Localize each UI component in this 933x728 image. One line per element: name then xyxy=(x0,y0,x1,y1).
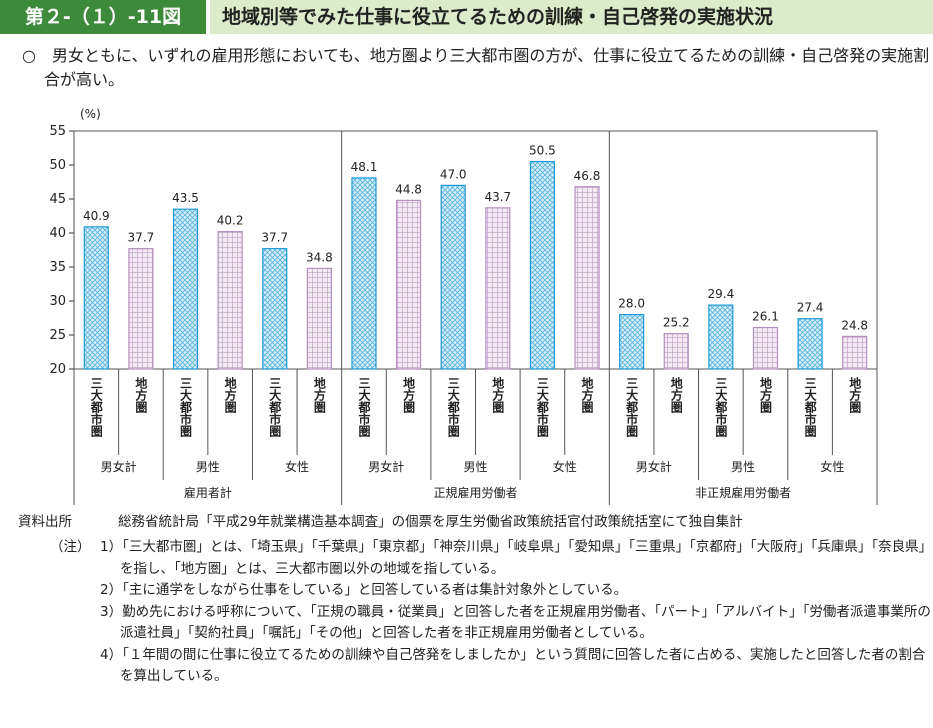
x-tick-label: 三大都市圏 xyxy=(535,377,549,438)
y-tick-label: 30 xyxy=(49,294,66,309)
y-tick-label: 40 xyxy=(49,226,66,241)
x-tick-label: 地方圏 xyxy=(580,376,594,414)
value-label: 43.7 xyxy=(484,190,511,204)
value-label: 28.0 xyxy=(618,297,645,311)
value-label: 25.2 xyxy=(663,316,690,330)
x-tick-label: 地方圏 xyxy=(669,376,683,414)
value-label: 24.8 xyxy=(841,318,868,332)
value-label: 40.2 xyxy=(217,214,244,228)
x-tick-label: 地方圏 xyxy=(223,376,237,414)
note-items: 1）「三大都市圏」とは、「埼玉県」「千葉県」「東京都」「神奈川県」「岐阜県」「愛… xyxy=(0,537,932,688)
bar xyxy=(842,335,868,370)
figure-number: 第２-（１）-11図 xyxy=(0,0,206,34)
y-tick-label: 20 xyxy=(49,362,66,377)
value-label: 50.5 xyxy=(529,144,556,158)
bar xyxy=(485,207,511,370)
x-tick-label: 三大都市圏 xyxy=(357,377,371,438)
bar xyxy=(395,199,422,370)
y-unit: (%) xyxy=(80,107,101,121)
bar xyxy=(351,177,377,370)
chart: (%) 20 25 30 35 40 45 50 55 40.9 三大都市圏 37.7 地方圏 43.5… xyxy=(49,107,878,505)
bar xyxy=(574,186,600,370)
note-item: 4）「１年間の間に仕事に役立てるための訓練や自己啓発をしましたか」という質問に回… xyxy=(100,646,926,685)
subgroup-label: 男性 xyxy=(463,460,487,474)
x-tick-label: 三大都市圏 xyxy=(625,377,639,438)
bar xyxy=(83,226,109,370)
y-tick-label: 25 xyxy=(49,328,66,343)
bar xyxy=(217,231,243,370)
group-label: 非正規雇用労働者 xyxy=(695,485,791,500)
x-tick-label: 地方圏 xyxy=(134,376,148,414)
value-label: 40.9 xyxy=(83,209,110,223)
x-tick-label: 地方圏 xyxy=(402,376,416,414)
bar xyxy=(262,248,288,370)
subtitle: ○ 男女ともに、いずれの雇用形態においても、地方圏より三大都市圏の方が、仕事に役… xyxy=(22,46,930,89)
subgroup-label: 男女計 xyxy=(368,459,404,474)
x-tick-label: 三大都市圏 xyxy=(268,377,282,438)
value-label: 37.7 xyxy=(128,231,155,245)
bar xyxy=(306,267,332,370)
value-label: 48.1 xyxy=(351,160,378,174)
value-label: 37.7 xyxy=(261,231,288,245)
source-text: 総務省統計局「平成29年就業構造基本調査」の個票を厚生労働省政策統括官付政策統括… xyxy=(118,514,743,530)
x-tick-label: 地方圏 xyxy=(758,376,772,414)
x-tick-label: 地方圏 xyxy=(848,376,862,414)
note-item: 2）「主に通学をしながら仕事をしている」と回答している者は集計対象外としている。 xyxy=(100,582,628,598)
x-tick-label: 三大都市圏 xyxy=(446,377,460,438)
value-label: 47.0 xyxy=(440,167,467,181)
bar xyxy=(619,314,645,370)
value-label: 46.8 xyxy=(574,169,601,183)
bar xyxy=(663,333,689,370)
note-item: 1）「三大都市圏」とは、「埼玉県」「千葉県」「東京都」「神奈川県」「岐阜県」「愛… xyxy=(100,539,926,577)
subgroup-label: 女性 xyxy=(285,459,309,474)
bar xyxy=(172,208,199,370)
value-label: 34.8 xyxy=(306,250,333,264)
x-tick-label: 三大都市圏 xyxy=(89,377,103,438)
bar xyxy=(708,304,734,370)
x-tick-label: 三大都市圏 xyxy=(803,377,817,438)
note-label: （注） xyxy=(50,539,91,555)
value-label: 27.4 xyxy=(797,301,824,315)
x-tick-label: 地方圏 xyxy=(491,376,505,414)
bar xyxy=(752,326,779,370)
x-tick-label: 地方圏 xyxy=(312,376,326,414)
bar xyxy=(128,248,154,370)
subgroup-label: 男女計 xyxy=(636,459,672,474)
note-item: 3）勤め先における呼称について、「正規の職員・従業員」と回答した者を正規雇用労働… xyxy=(100,603,931,642)
subgroup-label: 女性 xyxy=(820,459,844,474)
y-tick-label: 35 xyxy=(49,260,66,275)
x-tick-label: 三大都市圏 xyxy=(714,377,728,438)
value-label: 29.4 xyxy=(708,287,735,301)
value-label: 43.5 xyxy=(172,191,199,205)
subgroup-label: 男性 xyxy=(196,460,220,474)
group-label: 雇用者計 xyxy=(184,485,232,500)
bar xyxy=(529,161,556,370)
y-tick-label: 50 xyxy=(49,158,66,173)
y-tick-label: 45 xyxy=(49,192,66,207)
value-label: 44.8 xyxy=(395,182,422,196)
subgroup-label: 女性 xyxy=(553,459,577,474)
bar xyxy=(440,184,466,370)
subgroup-label: 男性 xyxy=(731,460,755,474)
group-label: 正規雇用労働者 xyxy=(433,485,517,500)
source-label: 資料出所 xyxy=(18,514,72,530)
value-label: 26.1 xyxy=(752,310,779,324)
bar xyxy=(797,318,823,370)
subgroup-label: 男女計 xyxy=(101,459,137,474)
y-tick-label: 55 xyxy=(49,124,66,139)
figure-title: 地域別等でみた仕事に役立てるための訓練・自己啓発の実施状況 xyxy=(210,0,933,34)
x-tick-label: 三大都市圏 xyxy=(179,377,193,438)
